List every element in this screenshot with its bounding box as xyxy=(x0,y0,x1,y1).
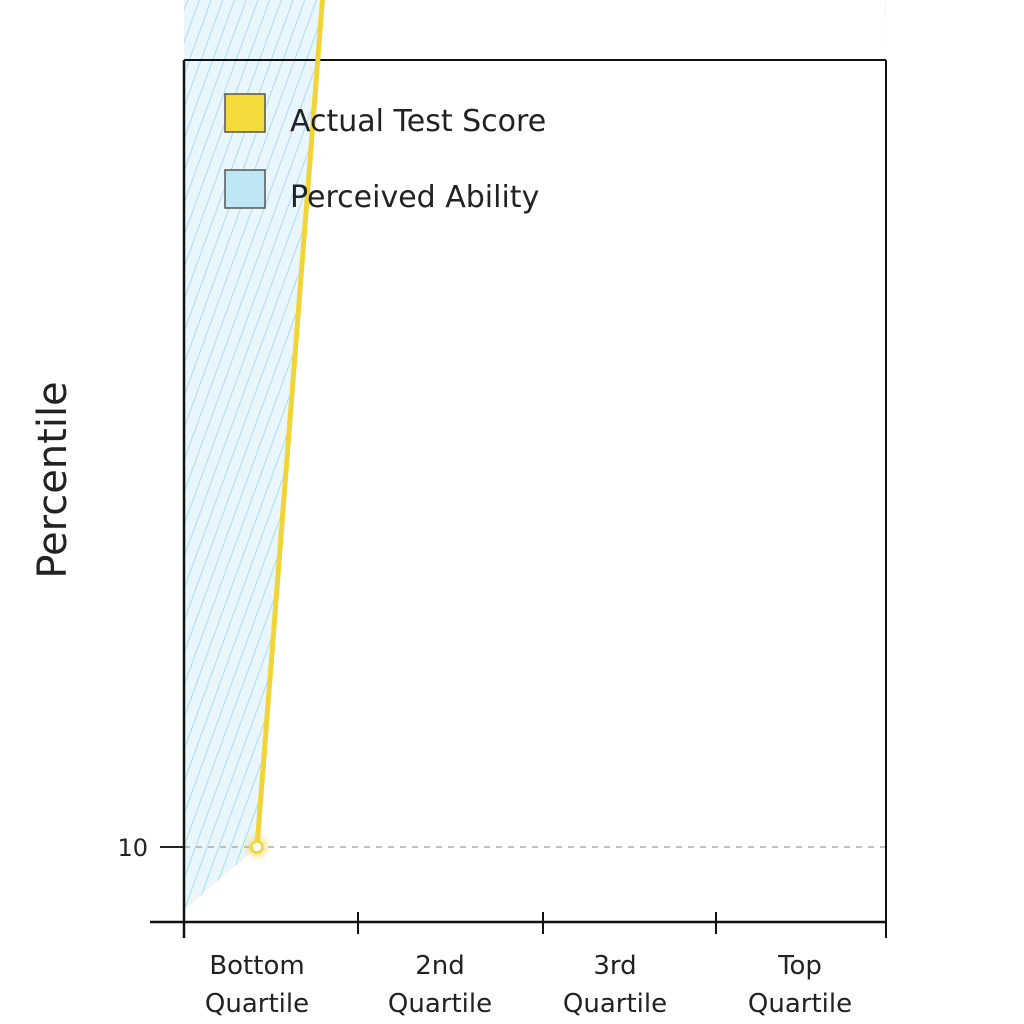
series-lines xyxy=(246,0,325,858)
legend-label-perceived-ability: Perceived Ability xyxy=(290,180,539,215)
legend-swatch-perceived-ability xyxy=(224,169,266,209)
y-tick-label: 10 xyxy=(117,834,148,862)
y-axis-title: Percentile xyxy=(30,381,76,578)
x-tick-label: Quartile xyxy=(388,989,492,1019)
x-tick-label: 2nd xyxy=(415,951,465,981)
tick-labels: 102030405060708090BottomQuartile2ndQuart… xyxy=(117,834,852,1019)
x-tick-label: Bottom xyxy=(209,951,304,981)
x-tick-label: Quartile xyxy=(748,989,852,1019)
actual-gap-area xyxy=(885,0,886,60)
legend-label-actual-test-score: Actual Test Score xyxy=(290,104,546,139)
x-tick-label: 3rd xyxy=(593,951,636,981)
x-tick-label: Top xyxy=(777,951,822,981)
x-tick-label: Quartile xyxy=(563,989,667,1019)
area-fills xyxy=(184,0,886,910)
perceived-gap-area xyxy=(184,0,323,910)
grid-lines xyxy=(184,846,886,848)
legend: Actual Test Score Perceived Ability xyxy=(224,93,546,215)
x-tick-label: Quartile xyxy=(205,989,309,1019)
axes xyxy=(150,59,887,938)
legend-swatch-actual-test-score xyxy=(224,93,266,133)
data-point-actual-test-score xyxy=(250,840,264,854)
